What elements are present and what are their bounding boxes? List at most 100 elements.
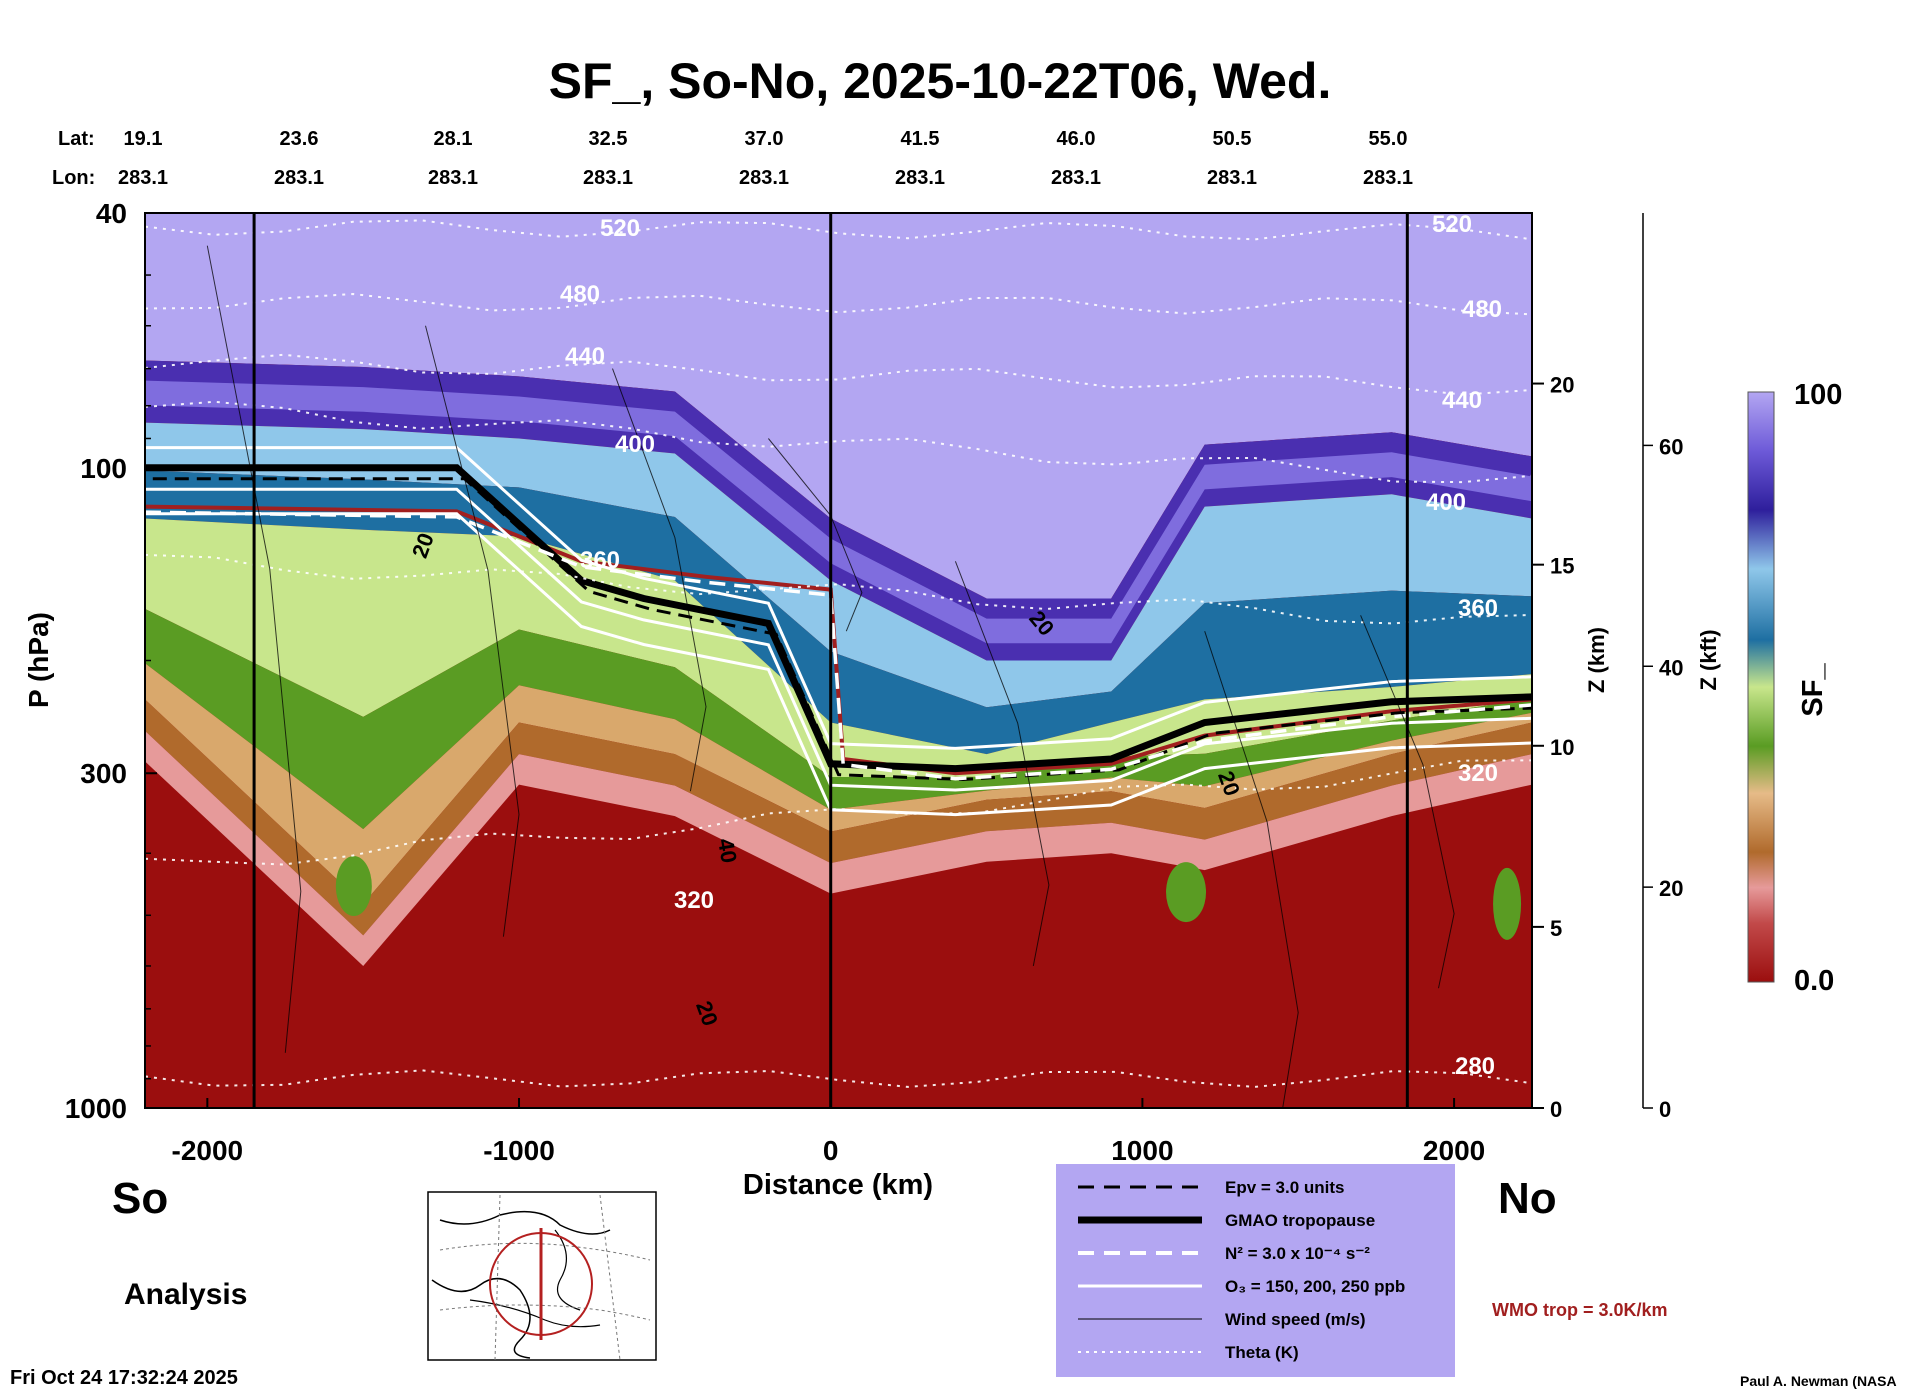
inset-map [427,1191,657,1361]
legend-label: Epv = 3.0 units [1225,1178,1345,1197]
theta-label: 360 [580,547,620,574]
x-tick-label: -1000 [483,1135,555,1166]
contour-overlays [145,213,1532,1108]
legend-label: GMAO tropopause [1225,1211,1375,1230]
field-band [145,213,1532,599]
z-km-tick-label: 15 [1550,554,1574,579]
theta-label: 400 [615,431,655,458]
theta-label: 480 [1462,296,1502,323]
legend-label: Wind speed (m/s) [1225,1310,1366,1329]
field-band [145,608,1532,830]
colorbar-title: SF_ [1797,663,1829,717]
lat-value: 19.1 [124,128,163,150]
legend-label: O₃ = 150, 200, 250 ppb [1225,1277,1405,1296]
legend-box [1056,1164,1455,1377]
theta-label: 520 [1432,211,1472,238]
chart-title: SF_, So-No, 2025-10-22T06, Wed. [549,53,1332,109]
z-km-tick-label: 20 [1550,373,1574,398]
lat-value: 55.0 [1369,128,1408,150]
z-kft-tick-label: 0 [1659,1097,1671,1122]
wind-speed-contour [206,245,302,1053]
field-band [145,699,1532,936]
lon-value: 283.1 [1363,167,1413,189]
field-band [145,422,1532,708]
lon-value: 283.1 [274,167,324,189]
lat-value: 37.0 [745,128,784,150]
colorbar-max-label: 100 [1794,379,1842,411]
field-blob [1166,862,1207,923]
theta-label: 320 [674,887,714,914]
field-band [145,663,1532,904]
theta-label: 320 [1458,760,1498,787]
field-band [145,470,1532,755]
field-blob [335,855,372,916]
legend-label: Theta (K) [1225,1343,1299,1362]
z-km-tick-label: 5 [1550,916,1562,941]
x-tick-label: 0 [823,1135,839,1166]
field-blob [1493,867,1522,940]
south-label: So [112,1174,168,1223]
lat-value: 28.1 [434,128,473,150]
theta-label: 440 [1442,387,1482,414]
wind-speed-contour [768,438,863,632]
north-label: No [1498,1174,1557,1223]
y-tick-label: 40 [96,198,127,229]
z-kft-tick-label: 60 [1659,434,1683,459]
lat-value: 41.5 [901,128,940,150]
wmo-label: WMO trop = 3.0K/km [1492,1300,1668,1320]
wind-speed-contour [425,325,520,937]
theta-contour [145,292,1532,316]
lat-value: 23.6 [280,128,319,150]
theta-contour [145,553,1532,625]
lon-value: 283.1 [739,167,789,189]
theta-label: 400 [1426,489,1466,516]
x-tick-label: 2000 [1423,1135,1485,1166]
lat-value: 50.5 [1213,128,1252,150]
field-band [145,380,1532,644]
y-axis-label: P (hPa) [23,612,54,708]
field-band [145,730,1532,966]
theta-label: 280 [1455,1053,1495,1080]
y-tick-label: 1000 [65,1093,127,1124]
theta-label: 360 [1458,595,1498,622]
timestamp: Fri Oct 24 17:32:24 2025 [10,1367,238,1389]
lon-label: Lon: [52,167,95,189]
colorbar-min-label: 0.0 [1794,965,1834,997]
x-axis-label: Distance (km) [743,1169,933,1201]
sf-field [145,213,1532,1108]
z-km-axis-label: Z (km) [1584,627,1609,693]
lat-lon-header: Lat: Lon: 19.1 23.6 28.1 32.5 37.0 41.5 46.0 50.5… [52,128,1413,189]
theta-label: 520 [600,215,640,242]
z-kft-tick-label: 40 [1659,655,1683,680]
lat-value: 46.0 [1057,128,1096,150]
lon-value: 283.1 [583,167,633,189]
n2-line [145,510,1532,781]
credit: Paul A. Newman (NASA [1740,1373,1897,1389]
field-band [145,360,1532,661]
lon-value: 283.1 [895,167,945,189]
lon-value: 283.1 [1207,167,1257,189]
wind-speed-label: 40 [713,836,742,864]
y-tick-label: 300 [80,758,127,789]
lon-value: 283.1 [1051,167,1101,189]
y-tick-label: 100 [80,453,127,484]
theta-label: 440 [565,343,605,370]
z-km-tick-label: 10 [1550,735,1574,760]
wind-speed-contour [1360,615,1455,989]
theta-contour [145,219,1532,241]
x-tick-label: -2000 [172,1135,244,1166]
theta-contour [145,353,1532,396]
lon-value: 283.1 [118,167,168,189]
z-kft-axis-label: Z (kft) [1696,629,1721,690]
wind-speed-contour [1204,631,1299,1108]
colorbar [1747,391,1775,983]
lat-value: 32.5 [589,128,628,150]
theta-contour [145,1069,1532,1088]
legend-label: N² = 3.0 x 10⁻⁴ s⁻² [1225,1244,1370,1263]
wind-speed-contour [612,368,707,792]
z-kft-tick-label: 20 [1659,876,1683,901]
analysis-label: Analysis [124,1278,247,1311]
z-km-tick-label: 0 [1550,1097,1562,1122]
axes: -2000 -1000 0 1000 2000 40 100 300 1000 0 5 10 15 20 0… [65,198,1684,1166]
